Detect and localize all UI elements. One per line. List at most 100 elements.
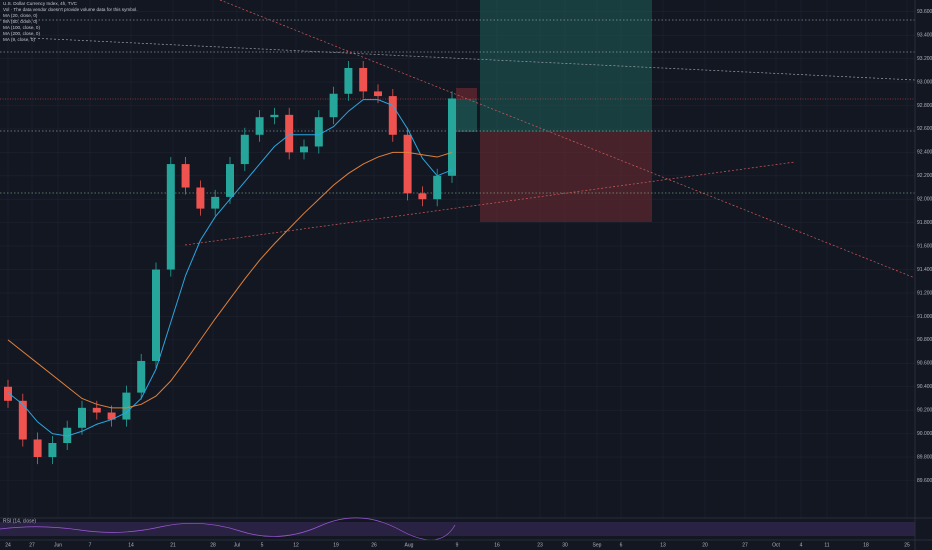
candle-body xyxy=(240,134,249,165)
x-tick-label: 21 xyxy=(170,542,176,548)
y-tick-label: 91.000 xyxy=(917,314,932,320)
candle-body xyxy=(359,67,368,92)
trend-line[interactable] xyxy=(184,161,796,246)
plot xyxy=(4,60,456,465)
chart-title: U.S. Dollar Currency Index, 4h, TVC xyxy=(3,1,78,6)
y-tick-label: 90.600 xyxy=(917,361,932,367)
candle-body xyxy=(255,117,264,135)
small-box[interactable] xyxy=(456,88,477,99)
x-tick-label: 19 xyxy=(333,542,339,548)
candle-body xyxy=(107,412,116,420)
stop-zone[interactable] xyxy=(480,132,652,222)
legend: U.S. Dollar Currency Index, 4h, TVC Vol … xyxy=(3,1,138,42)
candle-body xyxy=(196,187,205,209)
candle-body xyxy=(374,91,382,97)
x-tick-label: 26 xyxy=(371,542,377,548)
x-tick-label: 27 xyxy=(742,542,748,548)
candle-body xyxy=(63,427,72,443)
x-tick-label: 7 xyxy=(89,542,92,548)
x-tick-label: Oct xyxy=(772,542,780,548)
y-tick-label: 90.000 xyxy=(917,431,932,437)
candle-body xyxy=(388,96,397,135)
candle-body xyxy=(18,400,27,440)
y-tick-label: 92.000 xyxy=(917,197,932,203)
x-tick-label: 6 xyxy=(620,542,623,548)
x-tick-label: 16 xyxy=(494,542,500,548)
x-tick-label: Aug xyxy=(405,542,414,548)
candle-body xyxy=(92,407,101,413)
y-tick-label: 90.800 xyxy=(917,337,932,343)
candle-body xyxy=(314,117,323,147)
candle-body xyxy=(403,134,412,194)
candle-body xyxy=(122,392,131,420)
candle-body xyxy=(4,386,12,401)
y-tick-label: 93.200 xyxy=(917,56,932,62)
candle-body xyxy=(211,196,220,209)
y-tick-label: 89.600 xyxy=(917,478,932,484)
legend-line: MA (50, close, 0) xyxy=(3,19,38,24)
legend-line: MA (9, close, 0) xyxy=(3,37,35,42)
candle-body xyxy=(344,67,353,94)
candle-body xyxy=(329,93,338,118)
x-tick-label: Sep xyxy=(593,542,602,548)
x-tick-label: Jul xyxy=(234,542,240,548)
candle-body xyxy=(78,407,86,428)
x-tick-label: Jun xyxy=(54,542,62,548)
candle-body xyxy=(418,193,427,200)
x-tick-label: 13 xyxy=(660,542,666,548)
y-tick-label: 93.400 xyxy=(917,32,932,38)
ma-line xyxy=(7,99,453,437)
small-box[interactable] xyxy=(456,99,477,132)
y-tick-label: 92.200 xyxy=(917,173,932,179)
x-tick-label: 30 xyxy=(562,542,568,548)
y-tick-label: 91.600 xyxy=(917,243,932,249)
candle-body xyxy=(448,98,456,176)
legend-line: MA (100, close, 0) xyxy=(3,25,40,30)
candle-body xyxy=(270,114,279,118)
y-tick-label: 92.600 xyxy=(917,126,932,132)
x-tick-label: 14 xyxy=(128,542,134,548)
x-tick-label: 12 xyxy=(293,542,299,548)
candle-body xyxy=(48,442,57,458)
x-tick-label: 27 xyxy=(29,542,35,548)
candle-body xyxy=(33,439,42,458)
y-tick-label: 90.400 xyxy=(917,384,932,390)
candle-body xyxy=(137,360,146,393)
x-tick-label: 25 xyxy=(904,542,910,548)
y-tick-label: 89.800 xyxy=(917,454,932,460)
legend-line: MA (200, close, 0) xyxy=(3,31,40,36)
legend-line: MA (20, close, 0) xyxy=(3,13,38,18)
x-tick-label: 24 xyxy=(5,542,11,548)
x-tick-label: 9 xyxy=(456,542,459,548)
x-tick-label: 18 xyxy=(863,542,869,548)
y-tick-label: 92.400 xyxy=(917,150,932,156)
y-tick-label: 91.400 xyxy=(917,267,932,273)
y-tick-label: 91.200 xyxy=(917,290,932,296)
candle-body xyxy=(166,164,175,270)
x-tick-label: 11 xyxy=(824,542,829,548)
y-tick-label: 92.800 xyxy=(917,103,932,109)
candle-body xyxy=(285,114,294,153)
x-tick-label: 23 xyxy=(537,542,543,548)
x-tick-label: 4 xyxy=(800,542,803,548)
candle-body xyxy=(152,269,160,361)
rsi-line xyxy=(0,517,456,541)
candle-body xyxy=(433,175,442,200)
y-tick-label: 91.800 xyxy=(917,220,932,226)
candle-body xyxy=(300,146,308,153)
grid xyxy=(0,0,915,518)
x-tick-label: 5 xyxy=(261,542,264,548)
y-tick-label: 93.000 xyxy=(917,79,932,85)
rsi-band xyxy=(0,522,915,536)
y-tick-label: 93.600 xyxy=(917,9,932,15)
x-tick-label: 28 xyxy=(210,542,216,548)
x-tick-label: 20 xyxy=(702,542,708,548)
indicator-label: RSI (14, close) xyxy=(3,518,36,524)
y-tick-label: 90.200 xyxy=(917,408,932,414)
candle-body xyxy=(226,164,234,197)
trend-line[interactable] xyxy=(219,0,916,279)
ma-line xyxy=(7,151,453,409)
candle-body xyxy=(181,164,190,188)
